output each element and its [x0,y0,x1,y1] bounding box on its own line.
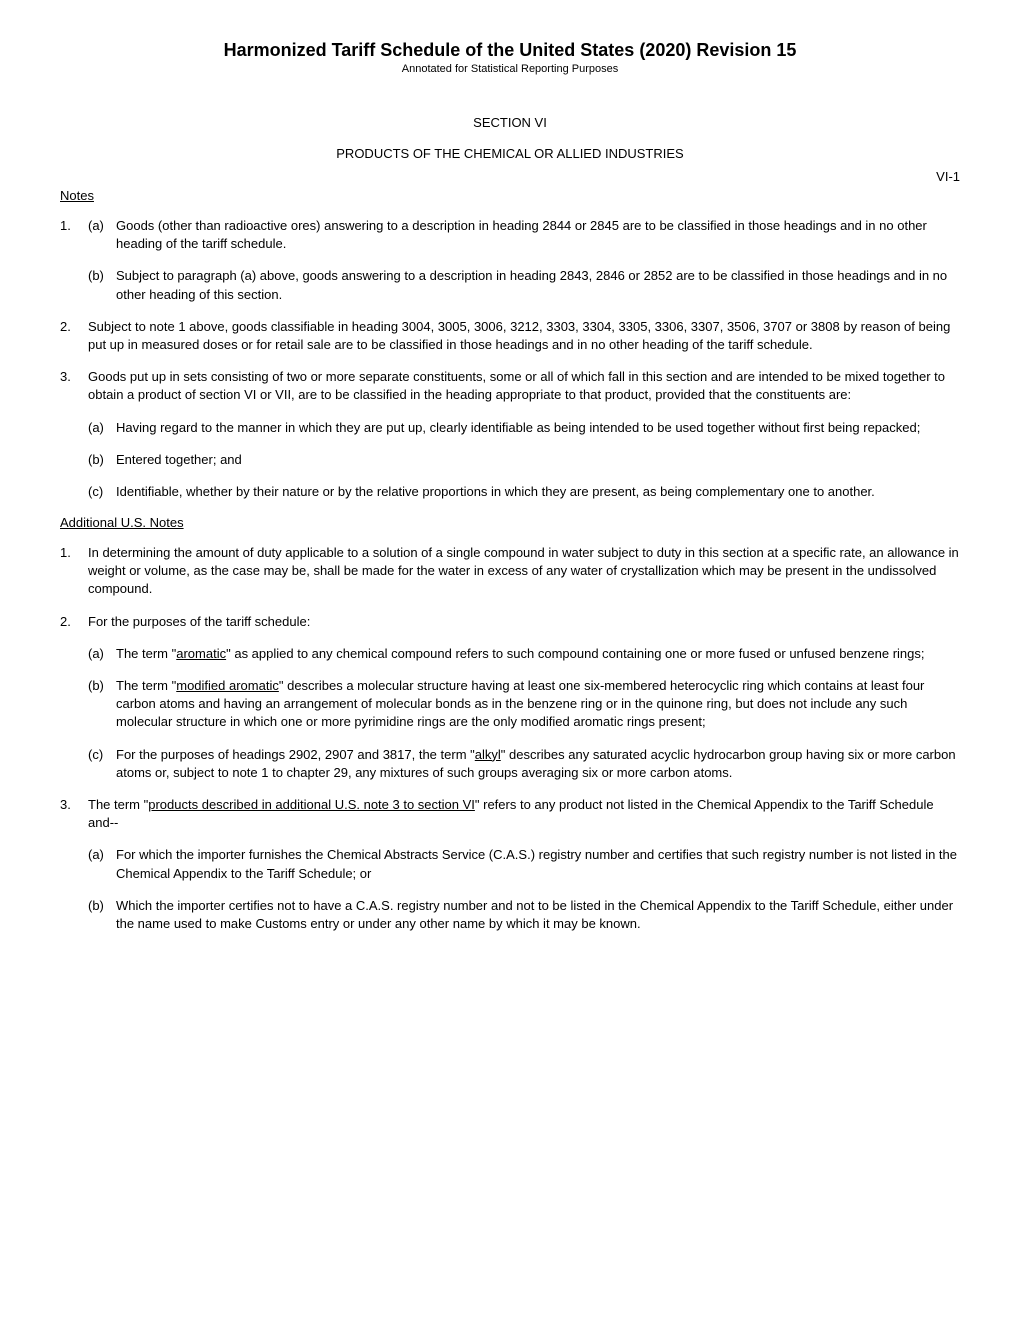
note-letter: (c) [88,746,116,782]
note-text: The term "aromatic" as applied to any ch… [116,645,960,663]
underlined-term: alkyl [475,747,501,762]
note-text: For which the importer furnishes the Che… [116,846,960,882]
note-letter: (b) [88,677,116,732]
note-text: Goods put up in sets consisting of two o… [88,368,960,404]
note-text: Identifiable, whether by their nature or… [116,483,960,501]
note-text: Subject to paragraph (a) above, goods an… [116,267,960,303]
section-label: SECTION VI [60,115,960,130]
term-prefix: For the purposes of headings 2902, 2907 … [116,747,475,762]
term-prefix: The term " [88,797,148,812]
note-sub: (b) Subject to paragraph (a) above, good… [88,267,960,303]
note-letter: (c) [88,483,116,501]
note-letter: (a) [88,846,116,882]
document-subtitle: Annotated for Statistical Reporting Purp… [60,63,960,75]
note-text: Goods (other than radioactive ores) answ… [116,217,960,253]
term-suffix: " as applied to any chemical compound re… [226,646,924,661]
document-title: Harmonized Tariff Schedule of the United… [60,40,960,61]
note-text: Which the importer certifies not to have… [116,897,960,933]
note-sub: (b) Which the importer certifies not to … [88,897,960,933]
note-text: For the purposes of headings 2902, 2907 … [116,746,960,782]
note-letter: (a) [88,419,116,437]
note-sub: (c) Identifiable, whether by their natur… [88,483,960,501]
note-text: Subject to note 1 above, goods classifia… [88,318,960,354]
note-letter: (b) [88,451,116,469]
underlined-term: modified aromatic [176,678,279,693]
note-text: Entered together; and [116,451,960,469]
page-number: VI-1 [60,169,960,184]
note-letter: (a) [88,645,116,663]
term-prefix: The term " [116,678,176,693]
note-text: The term "products described in addition… [88,796,960,832]
term-prefix: The term " [116,646,176,661]
additional-notes-heading: Additional U.S. Notes [60,515,960,530]
note-number: 1. [60,544,88,599]
note-number: 2. [60,613,88,631]
note-text: Having regard to the manner in which the… [116,419,960,437]
note-item: 2. For the purposes of the tariff schedu… [60,613,960,631]
note-sub: (a) The term "aromatic" as applied to an… [88,645,960,663]
note-number: 2. [60,318,88,354]
note-item: 1. (a) Goods (other than radioactive ore… [60,217,960,253]
note-letter: (a) [88,217,116,253]
notes-heading: Notes [60,188,960,203]
note-text: For the purposes of the tariff schedule: [88,613,960,631]
note-text: In determining the amount of duty applic… [88,544,960,599]
note-text: The term "modified aromatic" describes a… [116,677,960,732]
note-item: 3. The term "products described in addit… [60,796,960,832]
note-item: 1. In determining the amount of duty app… [60,544,960,599]
note-number: 3. [60,368,88,404]
note-number: 3. [60,796,88,832]
note-sub: (a) For which the importer furnishes the… [88,846,960,882]
note-item: 3. Goods put up in sets consisting of tw… [60,368,960,404]
underlined-term: products described in additional U.S. no… [148,797,475,812]
note-number: 1. [60,217,88,253]
section-heading: PRODUCTS OF THE CHEMICAL OR ALLIED INDUS… [60,146,960,161]
note-sub: (c) For the purposes of headings 2902, 2… [88,746,960,782]
note-sub: (b) The term "modified aromatic" describ… [88,677,960,732]
note-letter: (b) [88,267,116,303]
underlined-term: aromatic [176,646,226,661]
note-item: 2. Subject to note 1 above, goods classi… [60,318,960,354]
note-sub: (b) Entered together; and [88,451,960,469]
note-sub: (a) Having regard to the manner in which… [88,419,960,437]
note-letter: (b) [88,897,116,933]
